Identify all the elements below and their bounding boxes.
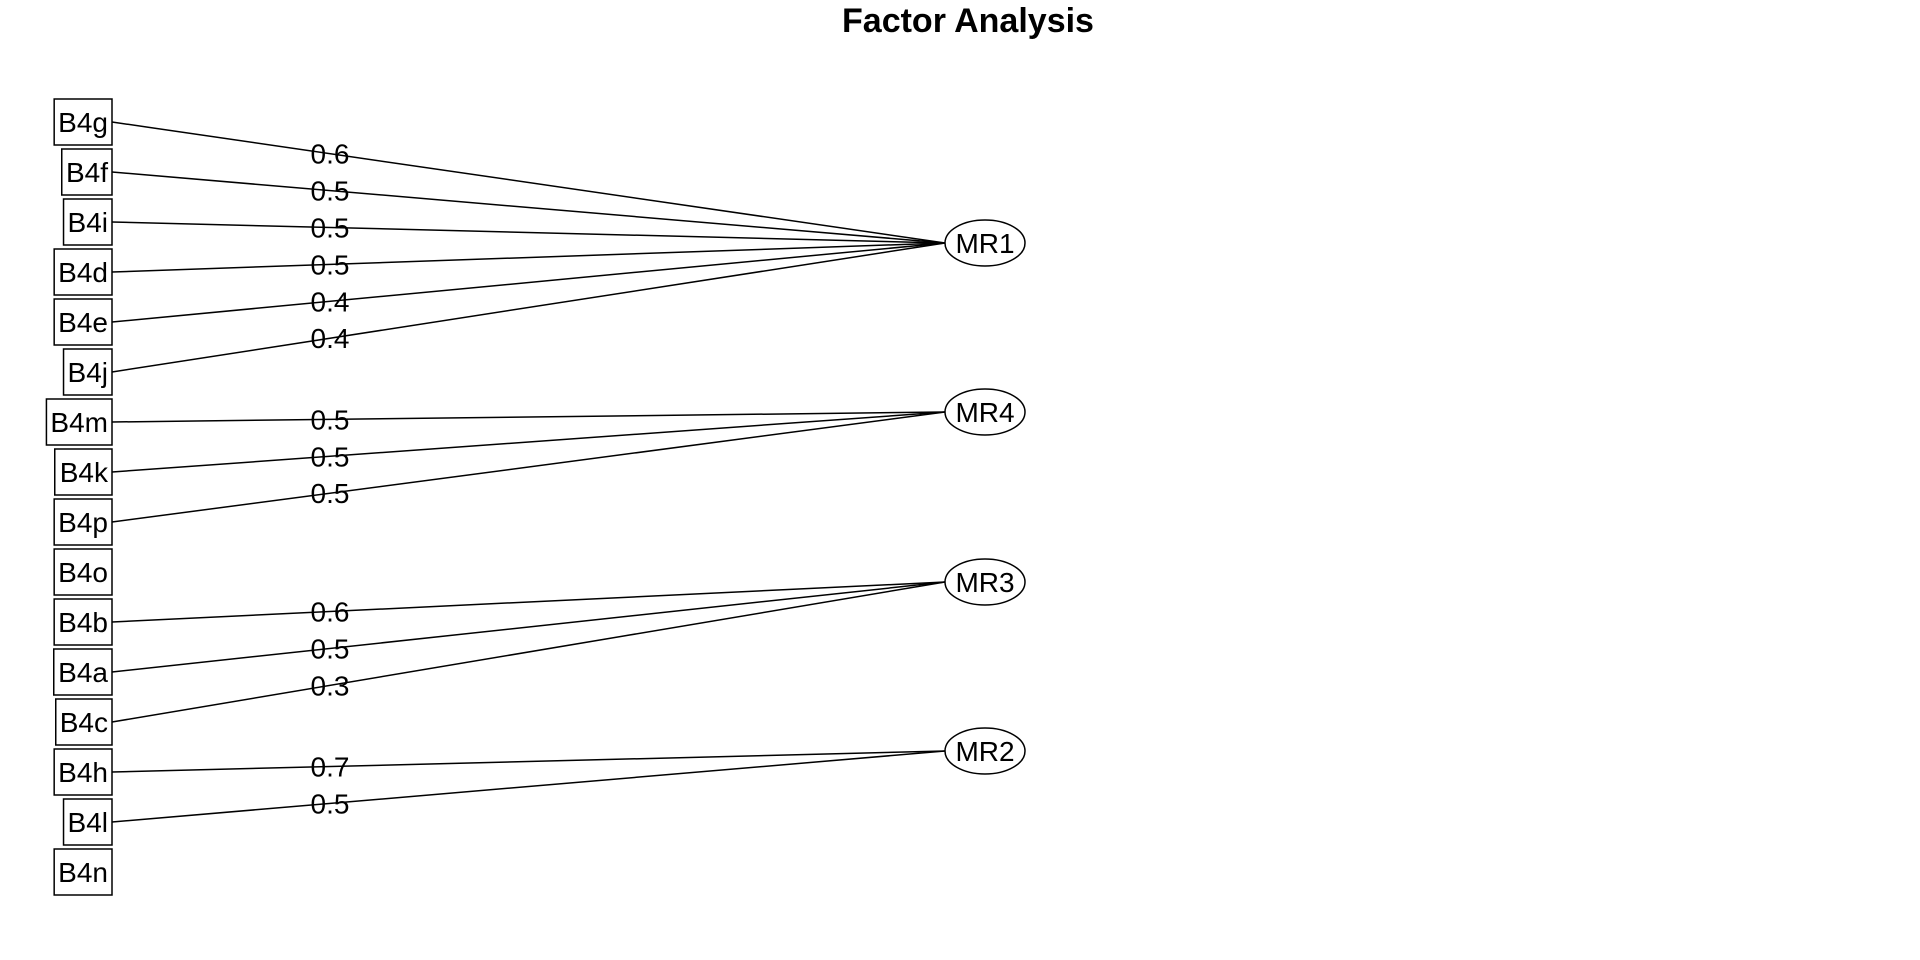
variable-box (62, 798, 113, 846)
variable-label: B4i (68, 207, 108, 238)
loading-label-mr4-b4m: 0.5 (311, 404, 350, 435)
variable-node-b4d: B4d (53, 248, 113, 296)
variable-label: B4m (50, 407, 108, 438)
loading-arrow-mr1-b4j (112, 242, 946, 372)
variable-box (62, 348, 113, 396)
variable-box (53, 298, 113, 346)
loading-label-mr1-b4d: 0.5 (311, 249, 350, 280)
factor-label: MR1 (955, 228, 1014, 259)
variable-node-b4b: B4b (53, 598, 113, 646)
variable-box (61, 148, 113, 196)
factor-node-mr3: MR3 (944, 558, 1026, 606)
variable-label: B4f (66, 157, 108, 188)
factor-ellipse (944, 219, 1026, 267)
loading-arrow-mr1-b4d (112, 242, 946, 272)
loading-arrow-mr4-b4k (112, 411, 946, 472)
loading-arrow-mr3-b4b (112, 581, 946, 622)
variable-node-b4p: B4p (53, 498, 113, 546)
loading-arrow-mr4-b4p (112, 411, 946, 522)
variable-node-b4g: B4g (53, 98, 113, 146)
factor-ellipse (944, 727, 1026, 775)
variable-node-b4j: B4j (62, 348, 113, 396)
loading-label-mr2-b4h: 0.7 (311, 752, 350, 783)
variable-label: B4n (58, 857, 108, 888)
variable-box (53, 248, 113, 296)
loading-arrow-mr1-b4g (112, 122, 946, 244)
loading-label-mr1-b4j: 0.4 (311, 323, 350, 354)
variable-node-b4o: B4o (53, 548, 113, 596)
variable-box (53, 548, 113, 596)
variable-node-b4e: B4e (53, 298, 113, 346)
chart-title: Factor Analysis (842, 2, 1094, 40)
variable-node-b4a: B4a (53, 648, 113, 696)
loading-arrow-mr1-b4f (112, 172, 946, 244)
variable-box (45, 398, 113, 446)
loading-arrow-mr2-b4l (112, 750, 946, 822)
variable-box (53, 848, 113, 896)
loading-label-mr1-b4f: 0.5 (311, 176, 350, 207)
loading-labels-layer: 0.6 0.5 0.5 0.5 0.4 0.4 0.5 0.5 0.5 0.6 0.5 0.3 0.7 0… (311, 139, 350, 820)
variable-label: B4j (68, 357, 108, 388)
variable-node-b4c: B4c (55, 698, 113, 746)
variable-node-b4k: B4k (54, 448, 113, 496)
loading-label-mr3-b4b: 0.6 (311, 597, 350, 628)
factor-node-mr2: MR2 (944, 727, 1026, 775)
edges-layer (112, 122, 946, 822)
variable-label: B4l (68, 807, 108, 838)
nodes-layer: B4g B4f B4i B4d B4e B4j B4m B4k B4p B4o B4b B4a B4c B… (45, 98, 1026, 896)
loading-arrow-mr1-b4e (112, 242, 946, 322)
loading-arrow-mr2-b4h (112, 750, 946, 772)
variable-box (62, 198, 113, 246)
variable-label: B4p (58, 507, 108, 538)
loading-label-mr1-b4i: 0.5 (311, 212, 350, 243)
variable-node-b4n: B4n (53, 848, 113, 896)
variable-label: B4b (58, 607, 108, 638)
loading-label-mr4-b4k: 0.5 (311, 441, 350, 472)
loading-label-mr4-b4p: 0.5 (311, 478, 350, 509)
variable-box (54, 448, 113, 496)
variable-label: B4k (60, 457, 109, 488)
variable-node-b4l: B4l (62, 798, 113, 846)
variable-box (53, 98, 113, 146)
loading-label-mr1-b4e: 0.4 (311, 286, 350, 317)
factor-node-mr1: MR1 (944, 219, 1026, 267)
variable-node-b4i: B4i (62, 198, 113, 246)
variable-label: B4c (60, 707, 108, 738)
factor-label: MR3 (955, 567, 1014, 598)
factor-ellipse (944, 388, 1026, 436)
factor-ellipse (944, 558, 1026, 606)
factor-label: MR4 (955, 397, 1014, 428)
variable-label: B4o (58, 557, 108, 588)
loading-label-mr1-b4g: 0.6 (311, 139, 350, 170)
variable-label: B4d (58, 257, 108, 288)
variable-node-b4h: B4h (53, 748, 113, 796)
variable-box (55, 698, 113, 746)
loading-label-mr2-b4l: 0.5 (311, 788, 350, 819)
loading-label-mr3-b4a: 0.5 (311, 633, 350, 664)
loading-arrow-mr4-b4m (112, 411, 946, 422)
variable-label: B4a (58, 657, 108, 688)
loading-label-mr3-b4c: 0.3 (311, 670, 350, 701)
loading-arrow-mr3-b4c (112, 581, 946, 722)
loading-arrow-mr3-b4a (112, 581, 946, 672)
factor-node-mr4: MR4 (944, 388, 1026, 436)
variable-box (53, 748, 113, 796)
variable-node-b4f: B4f (61, 148, 113, 196)
variable-node-b4m: B4m (45, 398, 113, 446)
variable-label: B4e (58, 307, 108, 338)
variable-label: B4g (58, 107, 108, 138)
loading-arrow-mr1-b4i (112, 222, 946, 244)
variable-box (53, 648, 113, 696)
variable-box (53, 598, 113, 646)
variable-box (53, 498, 113, 546)
factor-label: MR2 (955, 736, 1014, 767)
variable-label: B4h (58, 757, 108, 788)
